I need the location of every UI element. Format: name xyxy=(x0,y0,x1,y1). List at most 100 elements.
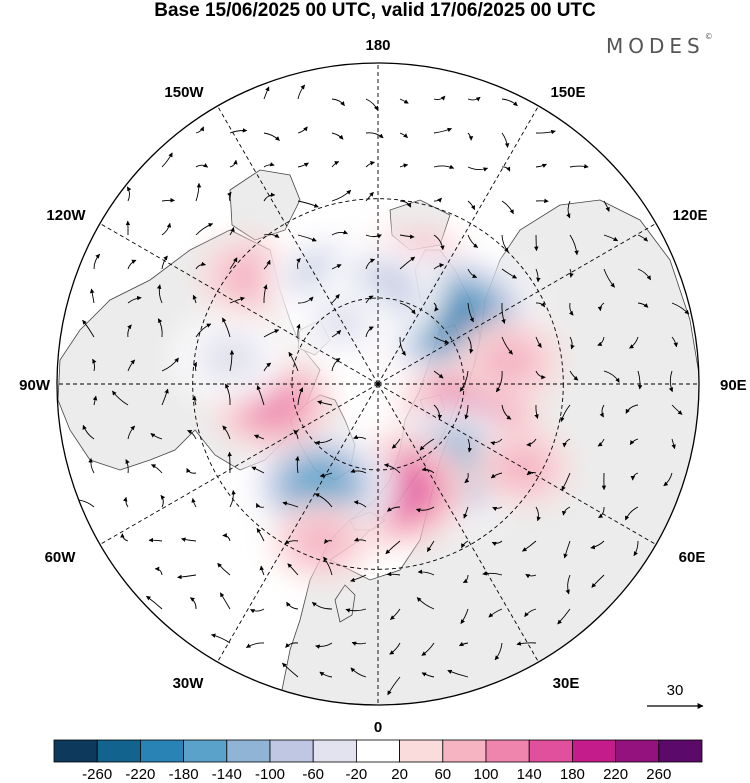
meridian-line xyxy=(99,223,379,385)
wind-vector xyxy=(263,86,270,100)
wind-vector xyxy=(331,230,348,236)
wind-vector xyxy=(467,268,478,279)
anomaly-contour xyxy=(491,442,554,493)
wind-vector xyxy=(668,370,674,393)
wind-vector xyxy=(284,539,299,545)
wind-vector xyxy=(597,302,605,312)
wind-vector xyxy=(421,672,435,678)
wind-vector xyxy=(350,574,367,583)
colorbar-tick-label: 20 xyxy=(391,766,408,783)
wind-vector xyxy=(222,317,231,338)
wind-vector xyxy=(597,336,605,346)
wind-vector xyxy=(186,467,197,474)
meridian-line xyxy=(217,383,379,663)
colorbar-swatch xyxy=(615,739,660,763)
wind-vector xyxy=(535,506,541,522)
wind-vector xyxy=(603,200,610,212)
wind-vector xyxy=(365,295,374,304)
wind-vector xyxy=(92,358,97,372)
wind-vector xyxy=(161,357,179,372)
wind-vector xyxy=(461,540,469,549)
wind-vector xyxy=(535,302,546,308)
map-title: Base 15/06/2025 00 UTC, valid 17/06/2025… xyxy=(154,0,596,21)
wind-vector xyxy=(633,540,639,557)
wind-vector xyxy=(433,302,439,312)
wind-vector xyxy=(296,323,301,338)
wind-vector xyxy=(522,540,537,552)
wind-vector xyxy=(501,302,506,324)
wind-vector xyxy=(210,633,231,644)
wind-vector xyxy=(297,296,314,304)
anomaly-field xyxy=(174,227,573,581)
wind-vector xyxy=(464,472,470,484)
wind-vector xyxy=(256,385,265,406)
graticule xyxy=(57,63,699,705)
wind-vector xyxy=(535,268,541,283)
wind-vector xyxy=(157,318,163,338)
wind-vector xyxy=(671,336,678,348)
wind-vector xyxy=(288,351,299,372)
wind-vector xyxy=(285,642,299,648)
wind-vector xyxy=(389,642,401,655)
wind-vector xyxy=(192,395,197,406)
wind-vector xyxy=(467,166,489,172)
lon-label-90w: 90W xyxy=(19,377,51,394)
colorbar-swatch xyxy=(399,739,444,763)
wind-vector xyxy=(345,608,367,613)
wind-vector xyxy=(112,390,129,406)
colorbar-swatch xyxy=(355,739,400,763)
map-disc xyxy=(56,62,700,706)
wind-vector xyxy=(263,162,275,168)
wind-vector xyxy=(387,506,401,512)
wind-vector xyxy=(569,336,575,350)
wind-vector xyxy=(314,493,333,508)
wind-vector xyxy=(399,200,412,208)
lon-label-0: 0 xyxy=(374,719,382,736)
anomaly-contour xyxy=(195,329,266,387)
wind-vector xyxy=(557,608,571,625)
wind-vector xyxy=(222,533,231,542)
wind-vector xyxy=(127,295,142,304)
lon-label-180: 180 xyxy=(365,37,390,54)
wind-vector xyxy=(459,370,469,392)
wind-vector xyxy=(535,370,546,380)
wind-vector xyxy=(227,451,232,474)
wind-vector xyxy=(447,669,469,678)
wind-vector xyxy=(597,438,605,447)
wind-vector xyxy=(671,438,676,450)
wind-vector xyxy=(297,126,308,134)
anomaly-contour xyxy=(289,461,350,510)
wind-vector xyxy=(603,268,615,288)
wind-vector xyxy=(516,641,537,646)
wind-vector xyxy=(463,506,469,519)
wind-vector xyxy=(501,166,511,172)
wind-vector xyxy=(311,601,333,610)
lon-label-60w: 60W xyxy=(45,549,77,566)
map-boundary xyxy=(56,62,700,706)
colorbar-tick-label: -260 xyxy=(82,766,112,783)
wind-vector xyxy=(482,571,503,576)
colorbar-tick-label: -20 xyxy=(346,766,368,783)
wind-vector xyxy=(399,132,408,139)
wind-vector xyxy=(263,329,280,338)
wind-vector xyxy=(189,597,197,610)
colorbar-tick-label: 100 xyxy=(473,766,498,783)
wind-vector xyxy=(535,336,542,348)
wind-vector xyxy=(416,597,435,610)
wind-vector xyxy=(495,370,503,393)
wind-vector xyxy=(331,294,340,304)
wind-vector xyxy=(365,258,376,270)
land-uk xyxy=(334,584,356,623)
wind-vector xyxy=(637,370,643,390)
lon-label-120e: 120E xyxy=(672,207,707,224)
wind-vector xyxy=(629,438,639,445)
wind-vector xyxy=(603,370,620,383)
wind-vector xyxy=(296,257,301,270)
wind-vector xyxy=(603,234,619,242)
wind-vector xyxy=(561,472,571,491)
wind-vector xyxy=(426,540,435,552)
wind-vector xyxy=(467,234,479,248)
wind-vector xyxy=(365,234,382,239)
wind-vector xyxy=(255,502,265,509)
wind-vector xyxy=(82,319,95,338)
